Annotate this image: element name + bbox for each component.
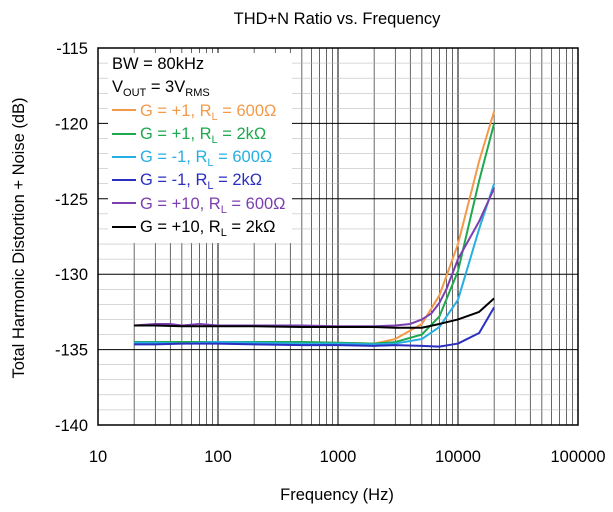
y-tick-label: -135 (55, 342, 88, 360)
legend-label-value: = 600Ω (226, 194, 286, 213)
legend-label-value: = 600Ω (213, 148, 273, 167)
x-tick-label: 10 (89, 448, 107, 466)
legend-label: G = +1, R (140, 101, 212, 120)
y-tick-label: -120 (55, 115, 88, 133)
bandwidth-text: BW = 80kHz (112, 55, 205, 73)
legend: BW = 80kHz VOUT = 3VRMS G = +1, RL = 600… (108, 53, 292, 244)
legend-entry-6: G = +10, RL = 2kΩ (112, 216, 286, 239)
legend-label-value: = 600Ω (217, 101, 277, 120)
y-tick-label: -125 (55, 191, 88, 209)
vout-symbol: V (112, 78, 124, 97)
legend-label-subscript: L (207, 157, 214, 170)
x-tick-label: 100 (204, 448, 232, 466)
x-tick-label: 1000 (320, 448, 357, 466)
legend-swatch (112, 179, 136, 182)
legend-label: G = +10, R (140, 218, 221, 237)
legend-label-subscript: L (220, 227, 227, 240)
x-axis-label: Frequency (Hz) (280, 486, 394, 504)
vout-rms-subscript: RMS (185, 87, 210, 100)
legend-entry-4: G = -1, RL = 2kΩ (112, 169, 286, 192)
y-axis-label: Total Harmonic Distortion + Noise (dB) (10, 97, 28, 378)
legend-swatch (112, 202, 136, 205)
legend-label: G = +1, R (140, 124, 212, 143)
legend-swatch (112, 132, 136, 135)
legend-label-subscript: L (207, 180, 214, 193)
legend-label: G = -1, R (140, 148, 208, 167)
legend-entry-3: G = -1, RL = 600Ω (112, 146, 286, 169)
y-tick-label: -140 (55, 417, 88, 435)
legend-label: G = -1, R (140, 171, 208, 190)
chart-title: THD+N Ratio vs. Frequency (234, 10, 442, 28)
legend-label: G = +10, R (140, 194, 221, 213)
series-line-6 (134, 297, 495, 329)
legend-swatch (112, 109, 136, 112)
series-line-4 (134, 306, 495, 348)
vout-note: VOUT = 3VRMS (112, 76, 286, 99)
legend-label-subscript: L (220, 203, 227, 216)
legend-entries: G = +1, RL = 600Ω G = +1, RL = 2kΩ G = -1,… (112, 100, 286, 240)
tick-labels: 10 100 1000 10000 100000 -140 -135 -130 -125 -120… (55, 40, 606, 466)
x-tick-label: 100000 (550, 448, 605, 466)
legend-label-value: = 2kΩ (213, 171, 263, 190)
x-tick-label: 10000 (435, 448, 481, 466)
legend-entry-5: G = +10, RL = 600Ω (112, 193, 286, 216)
vout-subscript: OUT (123, 87, 147, 100)
y-tick-label: -115 (56, 40, 88, 58)
legend-label-subscript: L (211, 110, 218, 123)
legend-swatch (112, 225, 136, 228)
plot-frame (97, 47, 579, 426)
legend-label-value: = 2kΩ (226, 218, 276, 237)
legend-label-value: = 2kΩ (217, 124, 267, 143)
legend-entry-1: G = +1, RL = 600Ω (112, 100, 286, 123)
legend-entry-2: G = +1, RL = 2kΩ (112, 123, 286, 146)
legend-label-subscript: L (211, 133, 218, 146)
series-layer (134, 111, 496, 348)
y-tick-label: -130 (55, 266, 88, 284)
legend-swatch (112, 155, 136, 158)
bandwidth-note: BW = 80kHz (112, 53, 286, 76)
vout-value: = 3V (146, 78, 186, 97)
